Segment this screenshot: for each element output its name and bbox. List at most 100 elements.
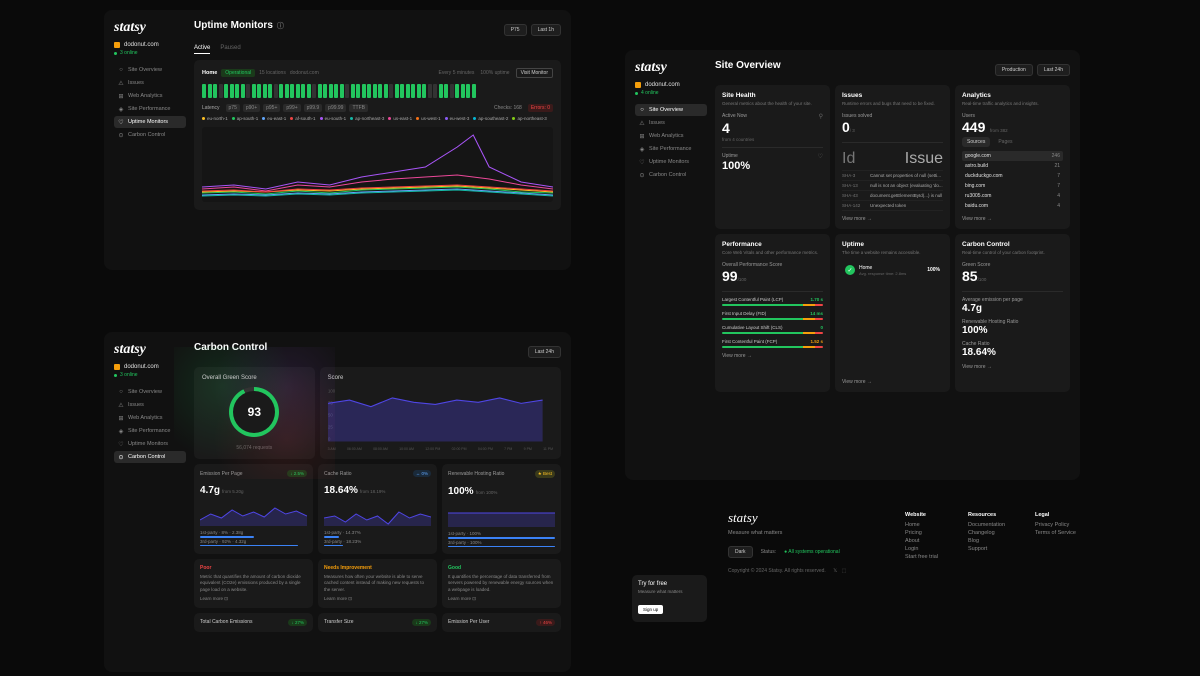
footer-link[interactable]: Privacy Policy xyxy=(1035,522,1076,528)
site-chip[interactable]: dodonut.com xyxy=(114,364,186,370)
sidebar-item-issues[interactable]: ⚠Issues xyxy=(635,117,707,129)
footer-link[interactable]: Login xyxy=(905,546,938,552)
uptime-bar[interactable] xyxy=(340,84,344,98)
sidebar-item-carbon-control[interactable]: ⊙Carbon Control xyxy=(114,451,186,463)
source-row[interactable]: duckduckgo.com7 xyxy=(962,171,1063,181)
latency-pill[interactable]: p99.99 xyxy=(325,104,346,112)
uptime-bar[interactable] xyxy=(301,84,305,98)
footer-link[interactable]: Terms of Service xyxy=(1035,530,1076,536)
uptime-bar[interactable] xyxy=(290,84,294,98)
uptime-bar[interactable] xyxy=(362,84,366,98)
uptime-bar[interactable] xyxy=(395,84,399,98)
theme-select[interactable]: Dark xyxy=(728,546,753,558)
uptime-bar[interactable] xyxy=(312,84,316,98)
uptime-bar[interactable] xyxy=(439,84,443,98)
issue-row[interactable]: SHA-43document.getElementById(...) is nu… xyxy=(842,191,943,201)
tab-pages[interactable]: Pages xyxy=(993,137,1017,147)
sidebar-item-web-analytics[interactable]: ⊞Web Analytics xyxy=(114,412,186,424)
uptime-bar[interactable] xyxy=(279,84,283,98)
uptime-bar[interactable] xyxy=(417,84,421,98)
region-legend-item[interactable]: ap-northeast-3 xyxy=(512,116,546,121)
learn-more-link[interactable]: Learn more ⊡ xyxy=(448,596,555,602)
sidebar-item-uptime-monitors[interactable]: ♡Uptime Monitors xyxy=(635,156,707,168)
range-button[interactable]: Last 24h xyxy=(528,346,561,358)
discord-icon[interactable]: ⬚ xyxy=(842,568,847,574)
region-legend-item[interactable]: af-south-1 xyxy=(290,116,315,121)
latency-pill[interactable]: p75 xyxy=(226,104,240,112)
uptime-bar[interactable] xyxy=(455,84,459,98)
uptime-bar[interactable] xyxy=(411,84,415,98)
uptime-bar[interactable] xyxy=(224,84,228,98)
env-button[interactable]: Production xyxy=(995,64,1033,76)
tab-paused[interactable]: Paused xyxy=(220,45,240,54)
source-row[interactable]: bing.com7 xyxy=(962,181,1063,191)
footer-link[interactable]: Pricing xyxy=(905,530,938,536)
footer-link[interactable]: Changelog xyxy=(968,530,1005,536)
sidebar-item-uptime-monitors[interactable]: ♡Uptime Monitors xyxy=(114,438,186,450)
signup-button[interactable]: Sign up xyxy=(638,605,663,614)
uptime-bar[interactable] xyxy=(235,84,239,98)
source-row[interactable]: baidu.com4 xyxy=(962,201,1063,211)
latency-pill[interactable]: p90+ xyxy=(243,104,260,112)
source-row[interactable]: ru3005.com4 xyxy=(962,191,1063,201)
uptime-bar[interactable] xyxy=(450,84,454,98)
latency-pill[interactable]: p99+ xyxy=(283,104,300,112)
view-more-link[interactable]: View more → xyxy=(842,379,943,385)
uptime-bar[interactable] xyxy=(351,84,355,98)
footer-link[interactable]: Home xyxy=(905,522,938,528)
region-legend-item[interactable]: us-east-1 xyxy=(388,116,412,121)
range-button[interactable]: Last 24h xyxy=(1037,64,1070,76)
region-legend-item[interactable]: ap-northeast-3 xyxy=(350,116,384,121)
uptime-bar[interactable] xyxy=(241,84,245,98)
view-more-link[interactable]: View more → xyxy=(962,364,1063,370)
sidebar-item-site-overview[interactable]: ○Site Overview xyxy=(114,386,186,398)
footer-link[interactable]: Blog xyxy=(968,538,1005,544)
uptime-bar[interactable] xyxy=(433,84,437,98)
uptime-bar[interactable] xyxy=(213,84,217,98)
sidebar-item-site-performance[interactable]: ◈Site Performance xyxy=(114,425,186,437)
region-legend-item[interactable]: eu-north-1 xyxy=(202,116,228,121)
uptime-bar[interactable] xyxy=(472,84,476,98)
uptime-bar[interactable] xyxy=(389,84,393,98)
uptime-bar[interactable] xyxy=(428,84,432,98)
region-legend-item[interactable]: us-west-1 xyxy=(416,116,441,121)
uptime-bar[interactable] xyxy=(367,84,371,98)
uptime-bar[interactable] xyxy=(268,84,272,98)
x-icon[interactable]: 𝕏 xyxy=(833,568,837,574)
uptime-bar[interactable] xyxy=(296,84,300,98)
uptime-bar[interactable] xyxy=(373,84,377,98)
sidebar-item-site-overview[interactable]: ○Site Overview xyxy=(635,104,707,116)
uptime-bar[interactable] xyxy=(406,84,410,98)
site-chip[interactable]: dodonut.com xyxy=(635,82,707,88)
uptime-bar[interactable] xyxy=(252,84,256,98)
sidebar-item-carbon-control[interactable]: ⊙Carbon Control xyxy=(114,129,186,141)
sidebar-item-carbon-control[interactable]: ⊙Carbon Control xyxy=(635,169,707,181)
uptime-bar[interactable] xyxy=(323,84,327,98)
footer-link[interactable]: About xyxy=(905,538,938,544)
region-legend-item[interactable]: ap-south-1 xyxy=(232,116,259,121)
footer-link[interactable]: Support xyxy=(968,546,1005,552)
uptime-bar[interactable] xyxy=(334,84,338,98)
view-more-link[interactable]: View more → xyxy=(842,216,943,222)
sidebar-item-issues[interactable]: ⚠Issues xyxy=(114,77,186,89)
uptime-bar[interactable] xyxy=(274,84,278,98)
sidebar-item-site-performance[interactable]: ◈Site Performance xyxy=(635,143,707,155)
sidebar-item-issues[interactable]: ⚠Issues xyxy=(114,399,186,411)
uptime-bar[interactable] xyxy=(246,84,250,98)
sidebar-item-uptime-monitors[interactable]: ♡Uptime Monitors xyxy=(114,116,186,128)
learn-more-link[interactable]: Learn more ⊡ xyxy=(324,596,431,602)
uptime-bar[interactable] xyxy=(208,84,212,98)
sidebar-item-site-performance[interactable]: ◈Site Performance xyxy=(114,103,186,115)
uptime-bar[interactable] xyxy=(230,84,234,98)
uptime-bar[interactable] xyxy=(285,84,289,98)
uptime-bar[interactable] xyxy=(318,84,322,98)
view-more-link[interactable]: View more → xyxy=(962,216,1063,222)
uptime-bar[interactable] xyxy=(345,84,349,98)
view-more-link[interactable]: View more → xyxy=(722,353,823,359)
site-chip[interactable]: dodonut.com xyxy=(114,42,186,48)
issue-row[interactable]: SHA-13null is not an object (evaluating … xyxy=(842,181,943,191)
uptime-bar[interactable] xyxy=(329,84,333,98)
sidebar-item-web-analytics[interactable]: ⊞Web Analytics xyxy=(635,130,707,142)
uptime-bar[interactable] xyxy=(356,84,360,98)
footer-link[interactable]: Start free trial xyxy=(905,554,938,560)
